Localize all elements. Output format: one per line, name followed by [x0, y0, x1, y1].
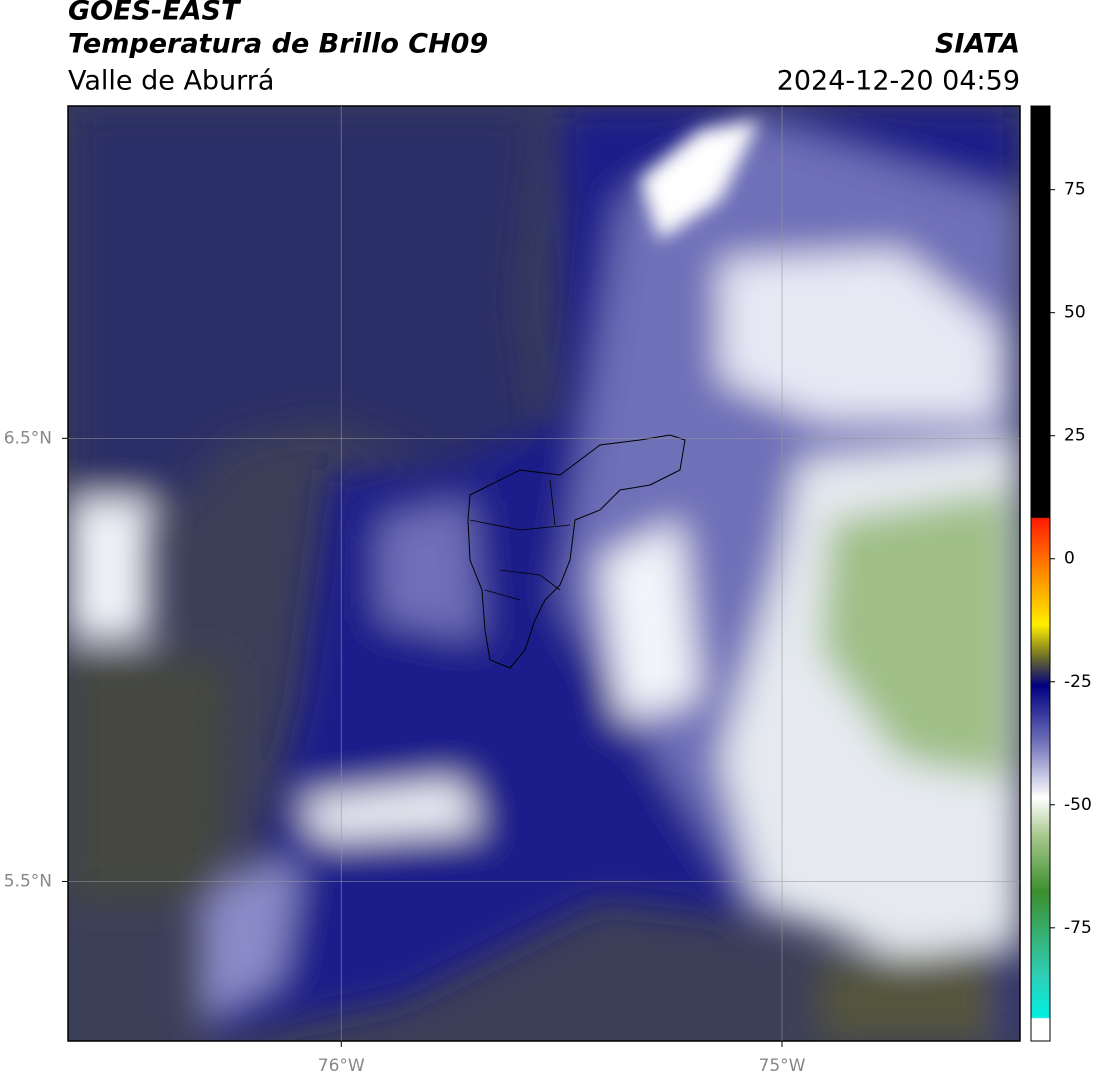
colorbar-tick-label: 75: [1064, 180, 1086, 200]
source: SIATA: [935, 29, 1020, 60]
region: Valle de Aburrá: [68, 66, 274, 97]
x-tick-label: 76°W: [318, 1056, 365, 1076]
map-frame: [67, 105, 1021, 1042]
colorbar-tick-label: -75: [1064, 918, 1092, 938]
y-tick-label: 6.5°N: [4, 428, 52, 448]
datetime: 2024-12-20 04:59: [777, 66, 1020, 97]
satellite-image: [68, 106, 1020, 1041]
x-tick-label: 75°W: [759, 1056, 806, 1076]
subtitle: Temperatura de Brillo CH09: [68, 29, 488, 60]
colorbar-tick-label: 0: [1064, 549, 1075, 569]
colorbar-tick-label: -50: [1064, 795, 1092, 815]
title: GOES-EAST: [68, 0, 242, 27]
colorbar: [1030, 105, 1051, 1042]
y-tick-label: 5.5°N: [4, 871, 52, 891]
colorbar-tick-label: -25: [1064, 672, 1092, 692]
colorbar-tick-label: 50: [1064, 303, 1086, 323]
colorbar-tick-label: 25: [1064, 426, 1086, 446]
